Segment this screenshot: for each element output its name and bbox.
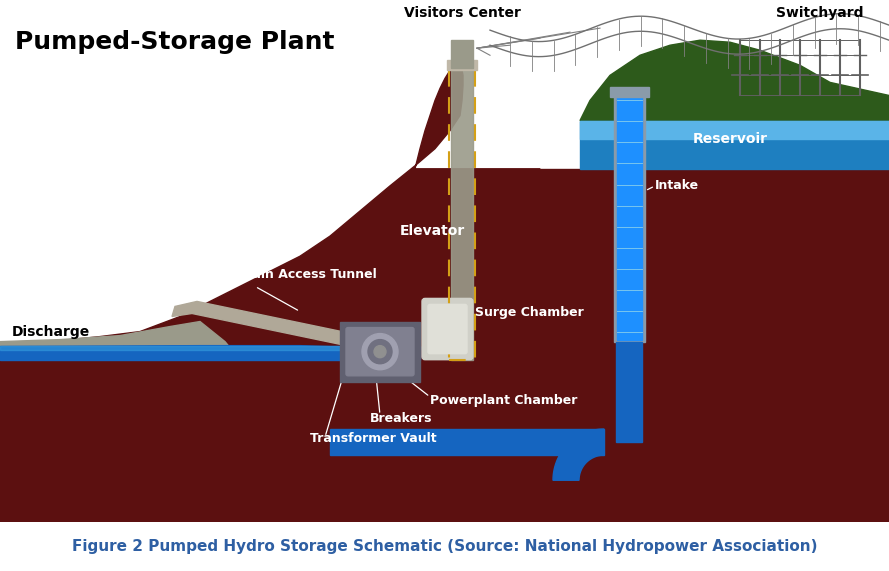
Text: Reservoir: Reservoir [693, 132, 767, 146]
Text: Visitors Center: Visitors Center [404, 6, 520, 20]
FancyBboxPatch shape [422, 299, 473, 360]
Polygon shape [172, 301, 410, 364]
Bar [614, 95, 645, 341]
Text: Intake: Intake [655, 179, 699, 192]
Bar [447, 61, 477, 70]
Polygon shape [553, 429, 604, 480]
Bar [616, 341, 642, 442]
Polygon shape [0, 321, 255, 360]
Text: Main Access Tunnel: Main Access Tunnel [240, 268, 377, 282]
Bar [451, 40, 473, 69]
Bar [330, 429, 604, 455]
Text: Switchyard: Switchyard [776, 6, 864, 20]
Text: Powerplant Chamber: Powerplant Chamber [430, 394, 577, 407]
FancyBboxPatch shape [428, 304, 467, 353]
Bar [580, 120, 889, 139]
Text: Pumped-Storage Plant: Pumped-Storage Plant [15, 30, 334, 54]
Text: Transformer Vault: Transformer Vault [310, 432, 436, 445]
Text: Breakers: Breakers [370, 412, 433, 425]
Text: Discharge: Discharge [12, 324, 91, 339]
Bar [451, 70, 473, 360]
Polygon shape [540, 169, 889, 522]
Polygon shape [0, 69, 540, 522]
Bar [610, 87, 649, 98]
FancyBboxPatch shape [340, 321, 420, 382]
Polygon shape [580, 40, 889, 120]
Circle shape [368, 340, 392, 364]
FancyBboxPatch shape [346, 328, 414, 376]
Bar [0, 345, 420, 349]
Text: Figure 2 Pumped Hydro Storage Schematic (Source: National Hydropower Association: Figure 2 Pumped Hydro Storage Schematic … [72, 539, 817, 554]
Polygon shape [0, 345, 340, 360]
Circle shape [374, 345, 386, 357]
Bar [617, 98, 642, 340]
Text: Elevator: Elevator [400, 224, 465, 238]
Circle shape [362, 333, 398, 370]
Bar [580, 120, 889, 169]
Text: Surge Chamber: Surge Chamber [475, 307, 584, 319]
Bar [0, 345, 420, 360]
